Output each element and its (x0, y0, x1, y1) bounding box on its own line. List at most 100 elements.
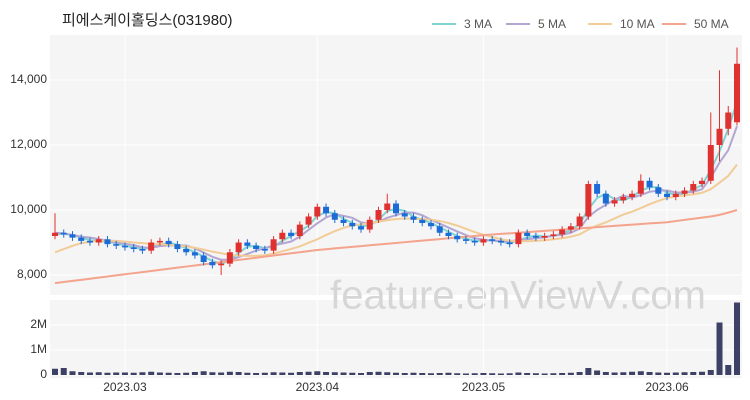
candle-body (410, 216, 417, 220)
candle-body (594, 184, 601, 194)
candle-body (541, 236, 548, 238)
y-tick-label: 14,000 (10, 72, 47, 86)
y-tick-label: 8,000 (17, 267, 47, 281)
candle-body (130, 247, 137, 250)
volume-bar (174, 373, 181, 375)
volume-bar (602, 372, 609, 375)
volume-bar (672, 372, 679, 375)
candle-body (314, 206, 321, 217)
volume-bar (52, 368, 58, 375)
volume-bar (121, 372, 128, 375)
candle-body (436, 226, 443, 233)
volume-bar (734, 302, 740, 375)
candle-body (699, 180, 706, 185)
volume-bar (349, 372, 356, 375)
volume-bar (576, 372, 583, 375)
volume-bar (95, 372, 102, 375)
volume-bar (104, 372, 111, 375)
volume-bar (445, 372, 452, 375)
candle-body (524, 232, 531, 237)
volume-bar (532, 373, 539, 375)
candle-body (471, 240, 478, 243)
volume-bar (524, 373, 531, 375)
candle-body (480, 239, 487, 243)
volume-bar (462, 373, 469, 375)
candle-body (139, 249, 146, 251)
candle-body (489, 239, 496, 241)
candle-body (121, 245, 128, 248)
y-tick-label: 12,000 (10, 137, 47, 151)
volume-bar (86, 372, 93, 375)
candle-body (602, 193, 609, 204)
candle-body (279, 232, 286, 240)
volume-bar (637, 371, 644, 375)
volume-bar (191, 372, 198, 375)
volume-bar (594, 370, 601, 375)
volume-bar (279, 372, 286, 375)
volume-bar (497, 373, 504, 375)
candle-body (375, 210, 382, 220)
ma-line (54, 209, 738, 285)
candle-body (226, 252, 233, 264)
candle-body (445, 232, 452, 237)
volume-bar (646, 372, 653, 375)
candle-body (716, 128, 723, 146)
volume-bar (620, 372, 627, 375)
y-tick-label: 10,000 (10, 202, 47, 216)
candle-body (532, 236, 539, 238)
legend-label: 50 MA (694, 17, 729, 31)
volume-bar (78, 372, 85, 375)
volume-bar (323, 372, 330, 375)
volume-bar (305, 371, 312, 375)
candle-body (672, 193, 679, 198)
candle-body (550, 234, 557, 237)
volume-bar (690, 372, 697, 375)
y-tick-label: 0 (40, 367, 47, 381)
candle-body (174, 244, 181, 250)
legend-label: 10 MA (620, 17, 655, 31)
volume-bar (209, 372, 216, 375)
candle-body (296, 224, 303, 237)
candle-body (288, 232, 295, 237)
candle-body (515, 232, 522, 245)
volume-bar (235, 372, 242, 375)
candle-body (261, 249, 268, 251)
volume-bar (130, 372, 137, 375)
volume-bar (541, 373, 548, 375)
volume-bar (436, 373, 443, 375)
volume-bar (183, 372, 190, 375)
chart-title: 피에스케이홀딩스(031980) (62, 12, 232, 29)
volume-bar (253, 373, 260, 375)
volume-bar (340, 372, 347, 375)
volume-bar (506, 373, 513, 375)
volume-bar (226, 371, 233, 375)
volume-bar (550, 373, 557, 375)
candle-body (78, 237, 85, 241)
candle-body (191, 252, 198, 256)
volume-bar (489, 373, 496, 375)
candle-body (60, 232, 67, 235)
candle-body (69, 234, 76, 238)
candle-body (646, 180, 653, 188)
volume-bar (567, 372, 574, 375)
volume-bar (331, 372, 338, 375)
candle-body (323, 206, 330, 214)
candle-body (734, 63, 740, 123)
candle-body (559, 229, 566, 235)
volume-bar (611, 372, 618, 375)
candle-body (611, 200, 618, 204)
y-tick-label: 2M (30, 317, 47, 331)
candle-body (393, 203, 399, 214)
candle-body (148, 242, 155, 251)
candle-body (506, 242, 513, 245)
volume-bar (358, 373, 365, 375)
volume-bar (707, 370, 714, 375)
candle-body (366, 219, 373, 230)
volume-bar (218, 372, 225, 375)
candle-body (349, 223, 356, 227)
candle-body (113, 244, 120, 246)
candle-body (629, 193, 636, 198)
volume-bar (655, 372, 662, 375)
volume-bar (384, 372, 391, 375)
